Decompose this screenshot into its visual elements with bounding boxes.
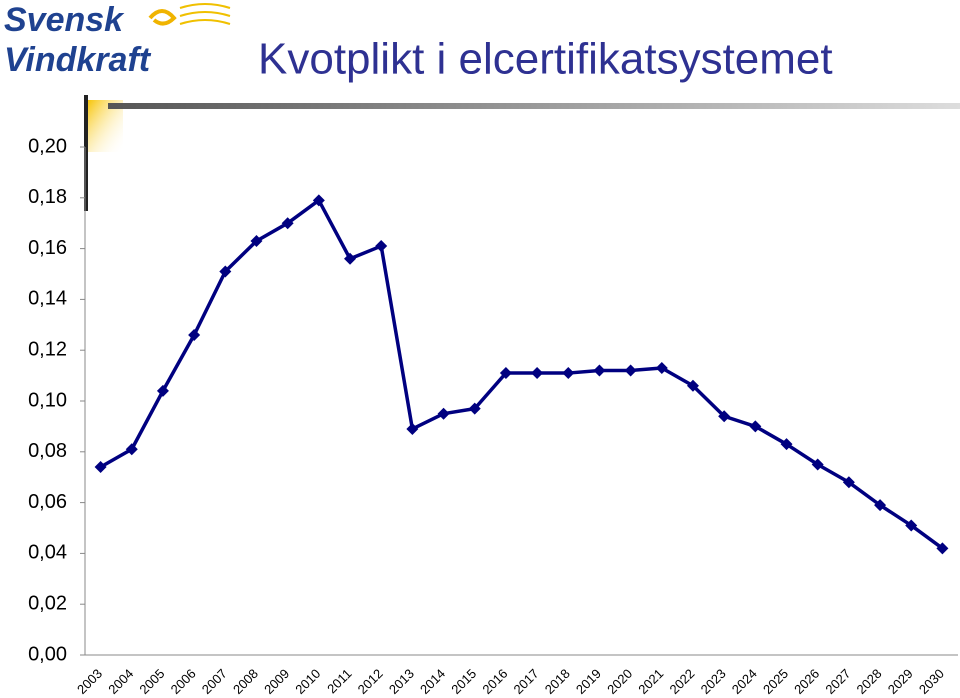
marker: [686, 379, 699, 392]
marker: [593, 364, 606, 377]
y-tick-label: 0,20: [28, 135, 67, 157]
x-tick-label: 2008: [230, 666, 261, 697]
x-tick-label: 2012: [355, 666, 386, 697]
x-tick-label: 2011: [324, 666, 354, 696]
x-tick-label: 2013: [386, 666, 417, 697]
marker: [219, 265, 232, 278]
marker: [905, 519, 918, 532]
marker: [749, 420, 762, 433]
marker: [718, 410, 731, 423]
marker: [437, 407, 450, 420]
x-tick-label: 2024: [729, 666, 760, 697]
x-tick-label: 2021: [635, 666, 666, 697]
x-tick-label: 2017: [511, 666, 542, 697]
x-tick-label: 2014: [417, 666, 448, 697]
marker: [188, 328, 201, 341]
x-tick-label: 2015: [448, 666, 479, 697]
x-tick-label: 2022: [666, 666, 697, 697]
logo-swirl: [148, 9, 177, 26]
marker: [936, 542, 949, 555]
y-tick-label: 0,18: [28, 186, 67, 208]
y-tick-label: 0,06: [28, 491, 67, 513]
marker: [624, 364, 637, 377]
x-tick-label: 2007: [199, 666, 230, 697]
marker: [780, 438, 793, 451]
x-tick-label: 2005: [136, 666, 167, 697]
logo-line: Vindkraft: [4, 41, 152, 79]
marker: [156, 384, 169, 397]
x-tick-label: 2030: [916, 666, 947, 697]
marker: [125, 443, 138, 456]
marker: [562, 367, 575, 380]
marker: [655, 361, 668, 374]
marker: [312, 194, 325, 207]
marker: [94, 461, 107, 474]
marker: [406, 422, 419, 435]
y-tick-label: 0,04: [28, 542, 67, 564]
y-tick-label: 0,00: [28, 643, 67, 665]
logo-line: Svensk: [4, 1, 125, 39]
marker: [531, 367, 544, 380]
x-tick-label: 2004: [105, 666, 136, 697]
y-tick-label: 0,12: [28, 338, 67, 360]
x-tick-label: 2020: [604, 666, 635, 697]
x-tick-label: 2029: [885, 666, 916, 697]
y-tick-label: 0,14: [28, 288, 67, 310]
marker: [499, 367, 512, 380]
x-tick-label: 2018: [542, 666, 573, 697]
y-tick-label: 0,08: [28, 440, 67, 462]
y-tick-label: 0,10: [28, 389, 67, 411]
x-tick-label: 2023: [698, 666, 729, 697]
decor-bar: [108, 103, 960, 109]
decor-vbar: [84, 95, 88, 211]
marker: [468, 402, 481, 415]
marker: [874, 499, 887, 512]
marker: [375, 240, 388, 253]
x-tick-label: 2009: [261, 666, 292, 697]
x-tick-label: 2025: [760, 666, 791, 697]
x-tick-label: 2010: [292, 666, 323, 697]
x-tick-label: 2019: [573, 666, 604, 697]
marker: [811, 458, 824, 471]
y-tick-label: 0,02: [28, 592, 67, 614]
x-tick-label: 2016: [479, 666, 510, 697]
chart-title: Kvotplikt i elcertifikatsystemet: [258, 35, 833, 84]
x-tick-label: 2027: [822, 666, 853, 697]
line: [99, 198, 944, 550]
x-tick-label: 2028: [854, 666, 885, 697]
marker: [250, 234, 263, 247]
x-tick-label: 2003: [74, 666, 105, 697]
x-tick-label: 2006: [168, 666, 199, 697]
y-tick-label: 0,16: [28, 237, 67, 259]
marker: [344, 252, 357, 265]
marker: [842, 476, 855, 489]
logo-waves: [179, 3, 231, 25]
marker: [281, 217, 294, 230]
x-tick-label: 2026: [791, 666, 822, 697]
